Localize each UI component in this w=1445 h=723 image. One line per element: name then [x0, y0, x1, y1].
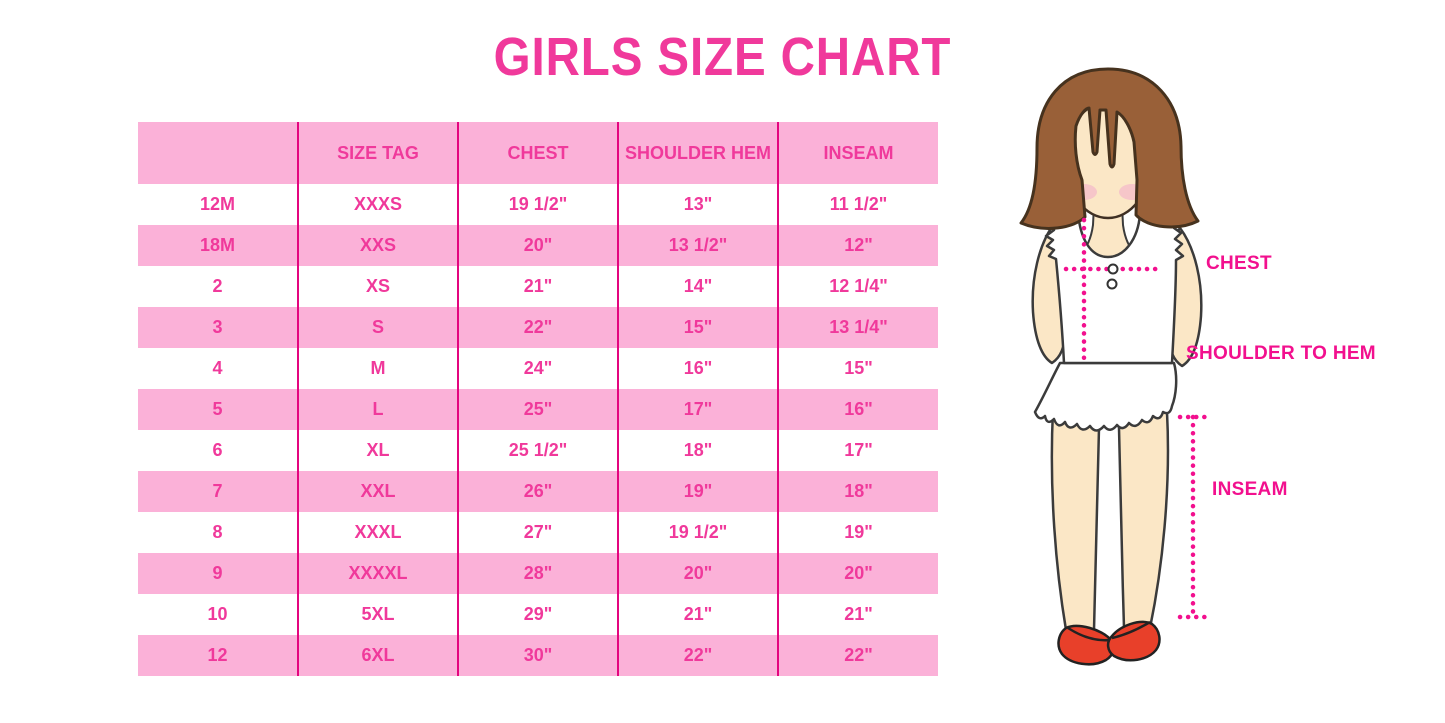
girl-measurement-illustration	[1019, 67, 1209, 666]
table-row: 4 M 24" 16" 15"	[138, 348, 938, 389]
size-table-body: 12M XXXS 19 1/2" 13" 11 1/2" 18M XXS 20" 13 1/2"…	[138, 184, 938, 676]
right-leg	[1117, 410, 1170, 630]
measurement-cell: 16"	[777, 389, 938, 430]
header-cell-inseam: INSEAM	[777, 122, 938, 184]
table-row: 12 6XL 30" 22" 22"	[138, 635, 938, 676]
header-row: SIZE TAG CHEST SHOULDER HEM INSEAM	[138, 122, 938, 184]
measurement-cell: 11 1/2"	[777, 184, 938, 225]
measurement-cell: 28"	[457, 553, 618, 594]
size-label-cell: 8	[212, 522, 223, 542]
measurement-cell: 18"	[777, 471, 938, 512]
measurement-cell: XS	[297, 266, 458, 307]
top-button-2	[1106, 278, 1118, 290]
header-cell-blank	[138, 122, 298, 184]
measurement-cell: XL	[297, 430, 458, 471]
measurement-cell: XXS	[297, 225, 458, 266]
left-leg	[1050, 408, 1101, 632]
table-row: 12M XXXS 19 1/2" 13" 11 1/2"	[138, 184, 938, 225]
measurement-cell: 19"	[777, 512, 938, 553]
header-cell-size-tag: SIZE TAG	[297, 122, 458, 184]
table-row: 18M XXS 20" 13 1/2" 12"	[138, 225, 938, 266]
hair	[1019, 67, 1200, 230]
measurement-cell: XXXL	[297, 512, 458, 553]
measurement-cell: XXL	[297, 471, 458, 512]
measurement-cell: 14"	[617, 266, 778, 307]
measurement-cell: 17"	[617, 389, 778, 430]
measurement-cell: M	[297, 348, 458, 389]
measurement-cell: 15"	[617, 307, 778, 348]
chest-measure-label: CHEST	[1206, 253, 1272, 274]
skirt	[1033, 361, 1178, 432]
top-button-1	[1107, 263, 1119, 275]
measurement-cell: 13"	[617, 184, 778, 225]
shoulder-to-hem-measure-label: SHOULDER TO HEM	[1186, 343, 1376, 364]
measurement-cell: 25"	[457, 389, 618, 430]
measurement-cell: 21"	[457, 266, 618, 307]
measurement-cell: 13 1/2"	[617, 225, 778, 266]
measurement-cell: 25 1/2"	[457, 430, 618, 471]
table-row: 2 XS 21" 14" 12 1/4"	[138, 266, 938, 307]
measurement-cell: 19"	[617, 471, 778, 512]
measurement-cell: 13 1/4"	[777, 307, 938, 348]
size-label-cell: 6	[212, 440, 223, 460]
measurement-cell: 20"	[617, 553, 778, 594]
size-label-cell: 10	[207, 604, 228, 624]
right-shoe	[1106, 620, 1161, 662]
measurement-cell: 5XL	[297, 594, 458, 635]
table-row: 3 S 22" 15" 13 1/4"	[138, 307, 938, 348]
measurement-cell: 29"	[457, 594, 618, 635]
header-cell-shoulder-hem: SHOULDER HEM	[617, 122, 778, 184]
measurement-cell: 12"	[777, 225, 938, 266]
size-label-cell: 12	[207, 645, 228, 665]
measurement-cell: 30"	[457, 635, 618, 676]
measurement-cell: S	[297, 307, 458, 348]
left-shoe	[1057, 624, 1115, 666]
measurement-cell: 18"	[617, 430, 778, 471]
size-label-cell: 18M	[199, 235, 235, 255]
measurement-cell: 24"	[457, 348, 618, 389]
measurement-cell: 21"	[617, 594, 778, 635]
right-shoe-strap	[1111, 620, 1151, 640]
header-cell-chest: CHEST	[457, 122, 618, 184]
measurement-cell: 20"	[777, 553, 938, 594]
size-table-header: SIZE TAG CHEST SHOULDER HEM INSEAM	[138, 122, 938, 184]
inseam-measure-label: INSEAM	[1212, 479, 1288, 500]
measurement-cell: 22"	[617, 635, 778, 676]
measurement-cell: 6XL	[297, 635, 458, 676]
measurement-cell: 15"	[777, 348, 938, 389]
table-row: 6 XL 25 1/2" 18" 17"	[138, 430, 938, 471]
measurement-cell: 16"	[617, 348, 778, 389]
measurement-cell: 19 1/2"	[617, 512, 778, 553]
measurement-cell: 26"	[457, 471, 618, 512]
table-row: 5 L 25" 17" 16"	[138, 389, 938, 430]
size-label-cell: 4	[212, 358, 223, 378]
table-row: 8 XXXL 27" 19 1/2" 19"	[138, 512, 938, 553]
page-title: GIRLS SIZE CHART	[493, 27, 952, 87]
measurement-cell: 12 1/4"	[777, 266, 938, 307]
size-label-cell: 3	[212, 317, 223, 337]
table-row: 9 XXXXL 28" 20" 20"	[138, 553, 938, 594]
measurement-cell: 22"	[777, 635, 938, 676]
size-label-cell: 9	[212, 563, 223, 583]
size-label-cell: 2	[212, 276, 223, 296]
measurement-cell: 17"	[777, 430, 938, 471]
measurement-cell: XXXXL	[297, 553, 458, 594]
measurement-cell: 27"	[457, 512, 618, 553]
size-label-cell: 12M	[199, 194, 235, 214]
size-table: SIZE TAG CHEST SHOULDER HEM INSEAM 12M XX…	[138, 122, 938, 676]
table-row: 7 XXL 26" 19" 18"	[138, 471, 938, 512]
left-shoe-strap	[1067, 626, 1111, 642]
measurement-cell: XXXS	[297, 184, 458, 225]
size-label-cell: 7	[212, 481, 223, 501]
measurement-cell: 19 1/2"	[457, 184, 618, 225]
measurement-cell: L	[297, 389, 458, 430]
table-row: 10 5XL 29" 21" 21"	[138, 594, 938, 635]
measurement-cell: 21"	[777, 594, 938, 635]
size-label-cell: 5	[212, 399, 223, 419]
measurement-cell: 22"	[457, 307, 618, 348]
measurement-cell: 20"	[457, 225, 618, 266]
